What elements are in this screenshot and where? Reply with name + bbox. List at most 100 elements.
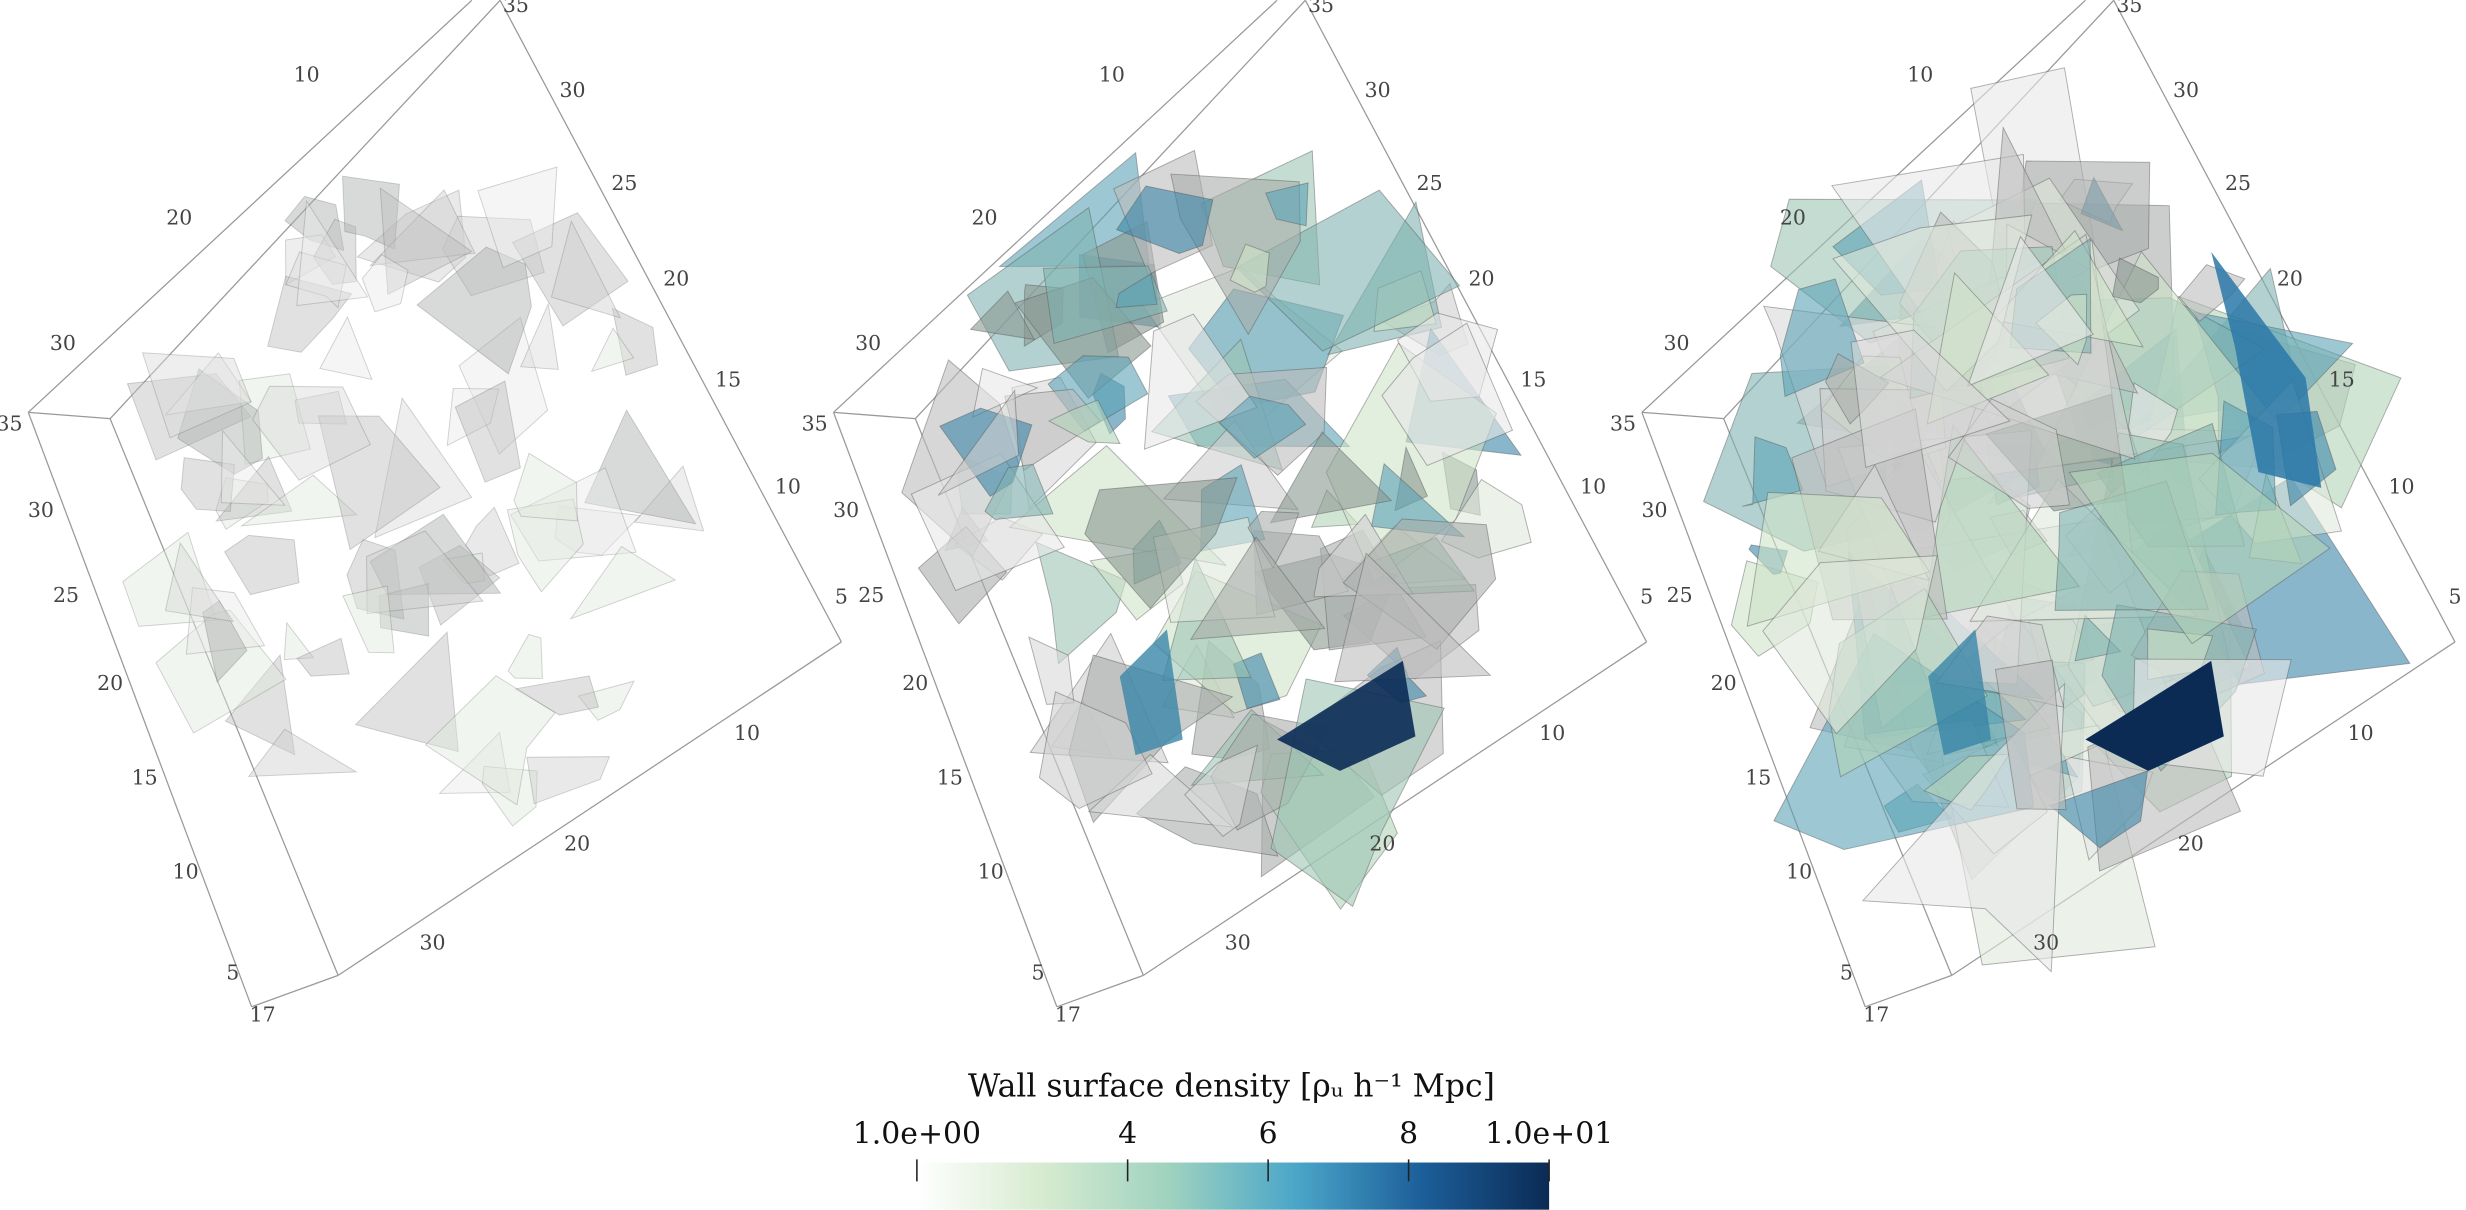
wall [1269,431,1393,524]
axis-tick-label: 30 [50,331,76,355]
dense-wall [1119,629,1183,756]
wall [354,631,459,753]
axis-tick-label: 35 [1610,411,1636,435]
box-edge [499,0,842,643]
wall [180,457,236,512]
axis-tick-label: 5 [1840,960,1853,984]
box-edge [833,411,916,420]
wall [1184,744,1259,837]
panel: 10 20 30 35 35 30 25 20 15 10 5 30 25 20 15 10 5 17 10 20 30 [0,0,848,1027]
axis-tick-label: 20 [2277,267,2303,291]
wall [164,352,253,416]
axis-tick-label: 10 [978,860,1004,884]
dense-wall [2085,660,2224,771]
axis-tick-label: 17 [1863,1003,1889,1027]
axis-tick-label: 20 [663,267,689,291]
box-edge [833,0,1278,413]
wall [520,302,559,370]
axis-tick-label: 35 [1308,0,1334,17]
box-edge [1304,0,1648,643]
axis-tick-label: 15 [715,367,741,391]
wall [441,215,545,297]
wall [416,246,532,375]
box-edge [1641,412,1866,1008]
dense-wall [1928,629,1992,756]
axis-tick-label: 10 [2389,474,2415,498]
wall [252,385,371,481]
wall [296,199,369,307]
wall [611,307,659,376]
axis-tick-label: 30 [1641,498,1667,522]
wall [202,600,248,684]
box-edge [27,412,253,1008]
wall [285,234,337,286]
axis-tick-label: 25 [1667,583,1693,607]
box-edge [109,418,339,976]
wall [361,253,409,313]
wall [458,316,549,455]
axis-tick-label: 5 [226,960,239,984]
box-edge [337,641,842,976]
axis-tick-label: 30 [559,78,585,102]
wall [590,327,635,373]
wall [509,467,637,562]
wall [224,653,296,756]
wall [319,315,373,381]
axis-tick-label: 20 [97,671,123,695]
axis-tick-label: 30 [419,930,445,954]
axis-tick-label: 10 [1099,62,1125,86]
wall [438,731,511,794]
axis-tick-label: 30 [833,498,859,522]
wall [238,373,311,465]
wall [937,389,1019,496]
wall [1218,395,1307,459]
wall [972,367,1039,418]
wall [550,219,622,319]
colorbar-tick-label: 8 [1399,1117,1418,1152]
panel: 10 20 30 35 35 30 25 20 15 10 5 30 25 20 15 10 5 17 10 20 30 [1610,0,2461,1027]
wall [1762,555,1938,735]
wall [220,429,286,506]
colorbar-gradient [916,1162,1550,1210]
axis-tick-label: 15 [132,765,158,789]
axis-tick-label: 30 [2033,930,2059,954]
wall [554,505,642,556]
wall [356,189,467,283]
axis-tick-label: 20 [1711,671,1737,695]
box-edge [1056,974,1144,1008]
wall [2111,257,2159,304]
wall [378,583,430,637]
wall [122,531,218,627]
colorbar: Wall surface density [ρᵤ h⁻¹ Mpc] 1.0e+0… [853,1068,1613,1210]
wall [481,765,538,827]
axis-tick-label: 17 [250,1003,276,1027]
box-edge [251,974,339,1008]
wall [215,455,293,522]
axis-tick-label: 35 [802,411,828,435]
dense-wall [2211,251,2322,488]
wall [506,498,584,593]
axis-tick-label: 30 [28,498,54,522]
colorbar-tick-label: 1.0e+01 [1485,1117,1613,1152]
wall [513,452,578,522]
wall [511,212,629,327]
wall [1038,691,1153,810]
axis-tick-label: 17 [1055,1003,1081,1027]
wall [177,368,263,475]
wall [285,251,347,309]
wall [441,552,486,585]
axis-tick-label: 5 [1031,960,1044,984]
axis-tick-label: 15 [1520,367,1546,391]
wall [464,506,520,577]
box-edge [1865,974,1952,1008]
wall [185,587,266,655]
wall [1922,424,2081,619]
wall-structures [122,166,705,827]
axis-tick-label: 10 [1907,62,1933,86]
axis-tick-label: 35 [503,0,529,17]
colorbar-title: Wall surface density [ρᵤ h⁻¹ Mpc] [968,1068,1495,1104]
axis-tick-label: 25 [53,583,79,607]
axis-tick-label: 15 [2329,367,2355,391]
wall [366,530,484,615]
axis-tick-label: 25 [1417,171,1443,195]
